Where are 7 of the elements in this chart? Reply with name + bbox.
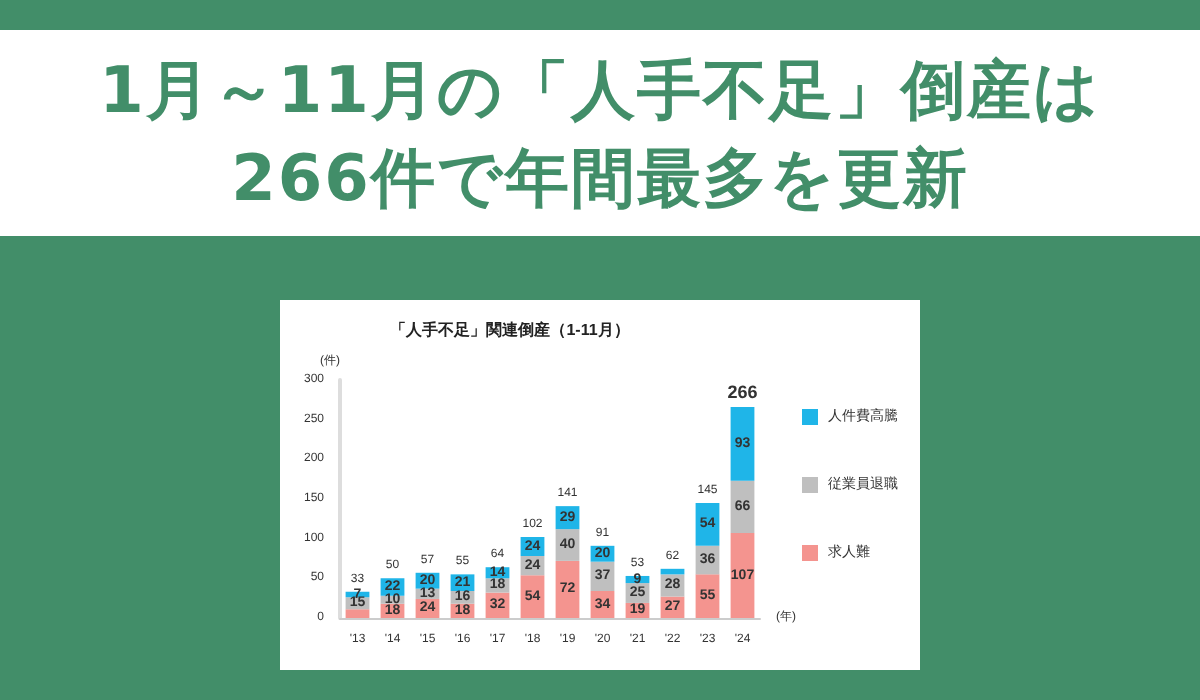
bar [730, 406, 755, 481]
chart-subtitle: 「人手不足」関連倒産（1-11月） [390, 319, 630, 339]
bar [555, 560, 580, 618]
total-label: 266 [727, 381, 758, 402]
bar [730, 533, 755, 618]
bar [345, 609, 370, 618]
chart-title: 1月～11月の「人手不足」倒産は266件で年間最多を更新 [97, 49, 1103, 219]
